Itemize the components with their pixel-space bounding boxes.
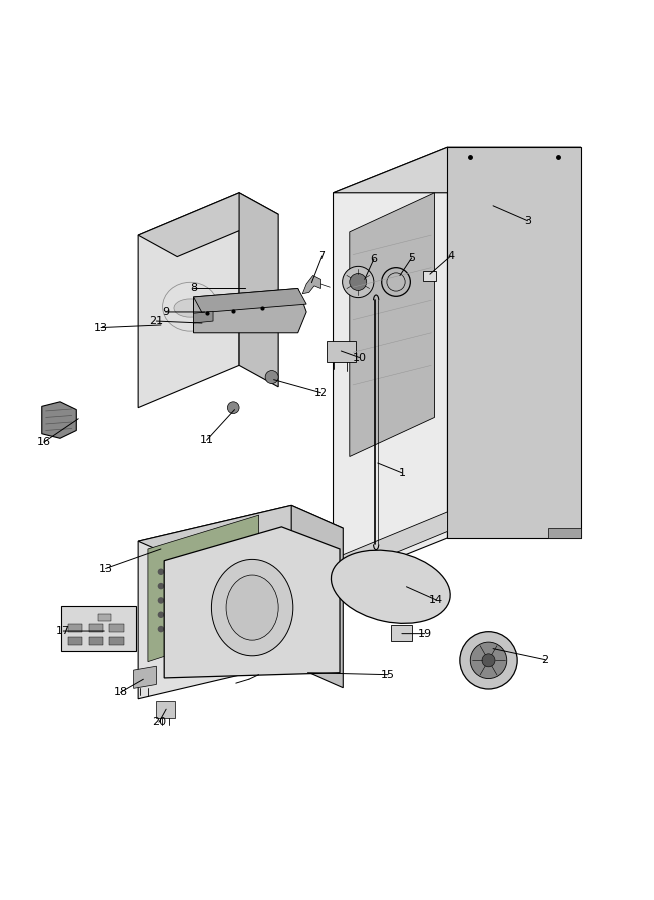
Bar <box>423 271 436 282</box>
Ellipse shape <box>174 299 207 317</box>
Polygon shape <box>133 666 156 688</box>
Circle shape <box>228 401 239 413</box>
Bar <box>89 637 103 645</box>
Polygon shape <box>239 193 278 387</box>
Polygon shape <box>194 289 306 333</box>
Bar <box>89 624 103 633</box>
Bar <box>61 607 136 651</box>
Polygon shape <box>138 506 343 564</box>
Polygon shape <box>194 311 213 323</box>
Text: 5: 5 <box>408 253 415 263</box>
Polygon shape <box>291 506 343 688</box>
Polygon shape <box>337 512 447 577</box>
Text: 7: 7 <box>318 251 325 261</box>
Circle shape <box>470 642 507 679</box>
Circle shape <box>460 632 517 689</box>
Polygon shape <box>334 148 447 583</box>
Polygon shape <box>549 528 581 538</box>
Circle shape <box>177 626 184 633</box>
Text: 21: 21 <box>149 316 164 326</box>
Polygon shape <box>138 193 278 256</box>
Ellipse shape <box>211 560 293 656</box>
Circle shape <box>158 569 164 575</box>
Text: 13: 13 <box>99 563 112 573</box>
Circle shape <box>197 569 203 575</box>
Text: 11: 11 <box>199 436 213 446</box>
Polygon shape <box>42 401 77 438</box>
Text: 1: 1 <box>398 468 405 478</box>
Text: 14: 14 <box>428 595 443 605</box>
Polygon shape <box>148 515 258 662</box>
Text: 9: 9 <box>162 307 169 317</box>
Circle shape <box>177 569 184 575</box>
Circle shape <box>177 598 184 604</box>
Circle shape <box>177 583 184 590</box>
Polygon shape <box>164 526 340 678</box>
Text: 19: 19 <box>418 628 432 639</box>
Text: 16: 16 <box>37 437 51 447</box>
Polygon shape <box>302 275 320 293</box>
Bar <box>68 624 82 633</box>
Circle shape <box>482 653 495 667</box>
Circle shape <box>197 583 203 590</box>
Text: 13: 13 <box>94 322 108 333</box>
Text: 20: 20 <box>152 717 166 727</box>
Circle shape <box>158 583 164 590</box>
Ellipse shape <box>332 550 450 624</box>
Bar <box>156 701 175 718</box>
Circle shape <box>158 626 164 633</box>
Polygon shape <box>138 193 239 408</box>
Text: 3: 3 <box>524 216 531 226</box>
Text: 2: 2 <box>542 654 549 665</box>
Bar <box>391 625 411 642</box>
Text: 15: 15 <box>381 670 395 680</box>
Bar <box>68 637 82 645</box>
Text: 8: 8 <box>190 284 197 293</box>
Circle shape <box>197 626 203 633</box>
Polygon shape <box>350 193 434 456</box>
Text: 18: 18 <box>114 688 128 698</box>
Bar <box>327 341 356 362</box>
Circle shape <box>177 611 184 618</box>
Polygon shape <box>334 148 581 193</box>
Text: 6: 6 <box>370 254 377 265</box>
Bar <box>109 637 124 645</box>
Circle shape <box>197 598 203 604</box>
Circle shape <box>158 598 164 604</box>
Text: 17: 17 <box>56 626 71 636</box>
Polygon shape <box>194 289 306 312</box>
Polygon shape <box>138 506 291 698</box>
Ellipse shape <box>226 575 278 640</box>
Polygon shape <box>447 148 581 538</box>
Text: 12: 12 <box>313 388 328 398</box>
Circle shape <box>197 611 203 618</box>
Text: 4: 4 <box>447 251 455 261</box>
Circle shape <box>265 371 278 383</box>
Circle shape <box>350 274 367 291</box>
Circle shape <box>343 266 374 298</box>
Bar <box>97 614 111 621</box>
Bar <box>109 624 124 633</box>
Text: 10: 10 <box>353 353 366 363</box>
Circle shape <box>158 611 164 618</box>
